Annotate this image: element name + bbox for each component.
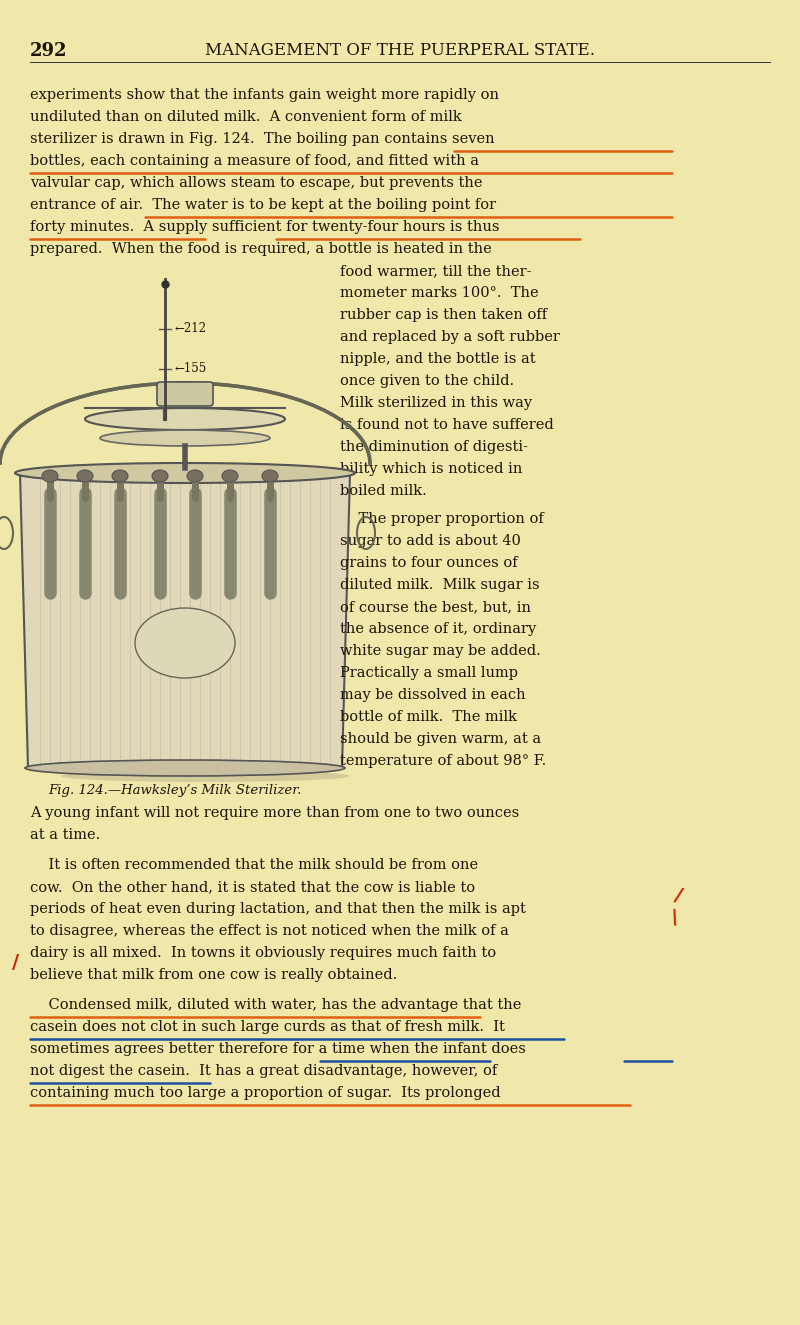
Ellipse shape bbox=[152, 470, 168, 482]
Text: once given to the child.: once given to the child. bbox=[340, 374, 514, 388]
Text: may be dissolved in each: may be dissolved in each bbox=[340, 688, 526, 702]
Ellipse shape bbox=[187, 470, 203, 482]
Text: 3: 3 bbox=[182, 639, 188, 648]
Ellipse shape bbox=[15, 462, 355, 484]
Text: the absence of it, ordinary: the absence of it, ordinary bbox=[340, 621, 536, 636]
Polygon shape bbox=[20, 473, 350, 768]
Text: bottles, each containing a measure of food, and fitted with a: bottles, each containing a measure of fo… bbox=[30, 154, 479, 168]
Ellipse shape bbox=[61, 770, 350, 782]
Text: cow.  On the other hand, it is stated that the cow is liable to: cow. On the other hand, it is stated tha… bbox=[30, 880, 475, 894]
Text: sugar to add is about 40: sugar to add is about 40 bbox=[340, 534, 521, 549]
FancyBboxPatch shape bbox=[157, 382, 213, 405]
Text: prepared.  When the food is required, a bottle is heated in the: prepared. When the food is required, a b… bbox=[30, 242, 492, 256]
Text: the diminution of digesti-: the diminution of digesti- bbox=[340, 440, 528, 454]
Text: Milk sterilized in this way: Milk sterilized in this way bbox=[340, 396, 532, 409]
Text: and replaced by a soft rubber: and replaced by a soft rubber bbox=[340, 330, 560, 344]
Text: /: / bbox=[672, 886, 684, 906]
Text: should be given warm, at a: should be given warm, at a bbox=[340, 731, 541, 746]
Text: not digest the casein.  It has a great disadvantage, however, of: not digest the casein. It has a great di… bbox=[30, 1064, 498, 1079]
Text: undiluted than on diluted milk.  A convenient form of milk: undiluted than on diluted milk. A conven… bbox=[30, 110, 462, 125]
Text: casein does not clot in such large curds as that of fresh milk.  It: casein does not clot in such large curds… bbox=[30, 1020, 505, 1034]
Text: of course the best, but, in: of course the best, but, in bbox=[340, 600, 531, 613]
Text: food warmer, till the ther-: food warmer, till the ther- bbox=[340, 264, 531, 278]
Text: diluted milk.  Milk sugar is: diluted milk. Milk sugar is bbox=[340, 578, 540, 592]
Text: /: / bbox=[12, 953, 19, 973]
Text: bottle of milk.  The milk: bottle of milk. The milk bbox=[340, 710, 517, 723]
Text: sterilizer is drawn in Fig. 124.  The boiling pan contains seven: sterilizer is drawn in Fig. 124. The boi… bbox=[30, 132, 494, 146]
Text: to disagree, whereas the effect is not noticed when the milk of a: to disagree, whereas the effect is not n… bbox=[30, 924, 509, 938]
Text: experiments show that the infants gain weight more rapidly on: experiments show that the infants gain w… bbox=[30, 87, 499, 102]
Text: ←155: ←155 bbox=[175, 363, 207, 375]
Text: entrance of air.  The water is to be kept at the boiling point for: entrance of air. The water is to be kept… bbox=[30, 197, 496, 212]
Ellipse shape bbox=[42, 470, 58, 482]
Ellipse shape bbox=[262, 470, 278, 482]
Text: valvular cap, which allows steam to escape, but prevents the: valvular cap, which allows steam to esca… bbox=[30, 176, 482, 189]
Text: at a time.: at a time. bbox=[30, 828, 100, 841]
Text: Practically a small lump: Practically a small lump bbox=[340, 666, 518, 680]
Text: containing much too large a proportion of sugar.  Its prolonged: containing much too large a proportion o… bbox=[30, 1086, 501, 1100]
Text: ←212: ←212 bbox=[175, 322, 207, 335]
Text: HAWKSLEY'S: HAWKSLEY'S bbox=[160, 623, 210, 631]
Text: PATENT: PATENT bbox=[170, 653, 200, 661]
Text: periods of heat even during lactation, and that then the milk is apt: periods of heat even during lactation, a… bbox=[30, 902, 526, 916]
Text: Fig. 124.—Hawksley’s Milk Sterilizer.: Fig. 124.—Hawksley’s Milk Sterilizer. bbox=[48, 784, 302, 798]
Text: \: \ bbox=[668, 908, 680, 928]
Text: 292: 292 bbox=[30, 42, 67, 60]
Text: white sugar may be added.: white sugar may be added. bbox=[340, 644, 541, 659]
Text: mometer marks 100°.  The: mometer marks 100°. The bbox=[340, 286, 538, 299]
Text: believe that milk from one cow is really obtained.: believe that milk from one cow is really… bbox=[30, 969, 398, 982]
Text: nipple, and the bottle is at: nipple, and the bottle is at bbox=[340, 352, 536, 366]
Text: MANAGEMENT OF THE PUERPERAL STATE.: MANAGEMENT OF THE PUERPERAL STATE. bbox=[205, 42, 595, 60]
Text: The proper proportion of: The proper proportion of bbox=[340, 511, 544, 526]
Text: dairy is all mixed.  In towns it obviously requires much faith to: dairy is all mixed. In towns it obviousl… bbox=[30, 946, 496, 961]
Text: temperature of about 98° F.: temperature of about 98° F. bbox=[340, 754, 546, 768]
Ellipse shape bbox=[85, 408, 285, 431]
Ellipse shape bbox=[100, 431, 270, 447]
Text: forty minutes.  A supply sufficient for twenty-four hours is thus: forty minutes. A supply sufficient for t… bbox=[30, 220, 499, 235]
Text: Condensed milk, diluted with water, has the advantage that the: Condensed milk, diluted with water, has … bbox=[30, 998, 522, 1012]
Text: boiled milk.: boiled milk. bbox=[340, 484, 426, 498]
Text: is found not to have suffered: is found not to have suffered bbox=[340, 417, 554, 432]
Text: It is often recommended that the milk should be from one: It is often recommended that the milk sh… bbox=[30, 859, 478, 872]
Ellipse shape bbox=[135, 608, 235, 678]
Text: bility which is noticed in: bility which is noticed in bbox=[340, 462, 522, 476]
Text: rubber cap is then taken off: rubber cap is then taken off bbox=[340, 307, 547, 322]
Ellipse shape bbox=[25, 761, 345, 776]
Ellipse shape bbox=[112, 470, 128, 482]
Text: grains to four ounces of: grains to four ounces of bbox=[340, 556, 518, 570]
Ellipse shape bbox=[77, 470, 93, 482]
Text: sometimes agrees better therefore for a time when the infant does: sometimes agrees better therefore for a … bbox=[30, 1041, 526, 1056]
Text: A young infant will not require more than from one to two ounces: A young infant will not require more tha… bbox=[30, 806, 519, 820]
Ellipse shape bbox=[222, 470, 238, 482]
